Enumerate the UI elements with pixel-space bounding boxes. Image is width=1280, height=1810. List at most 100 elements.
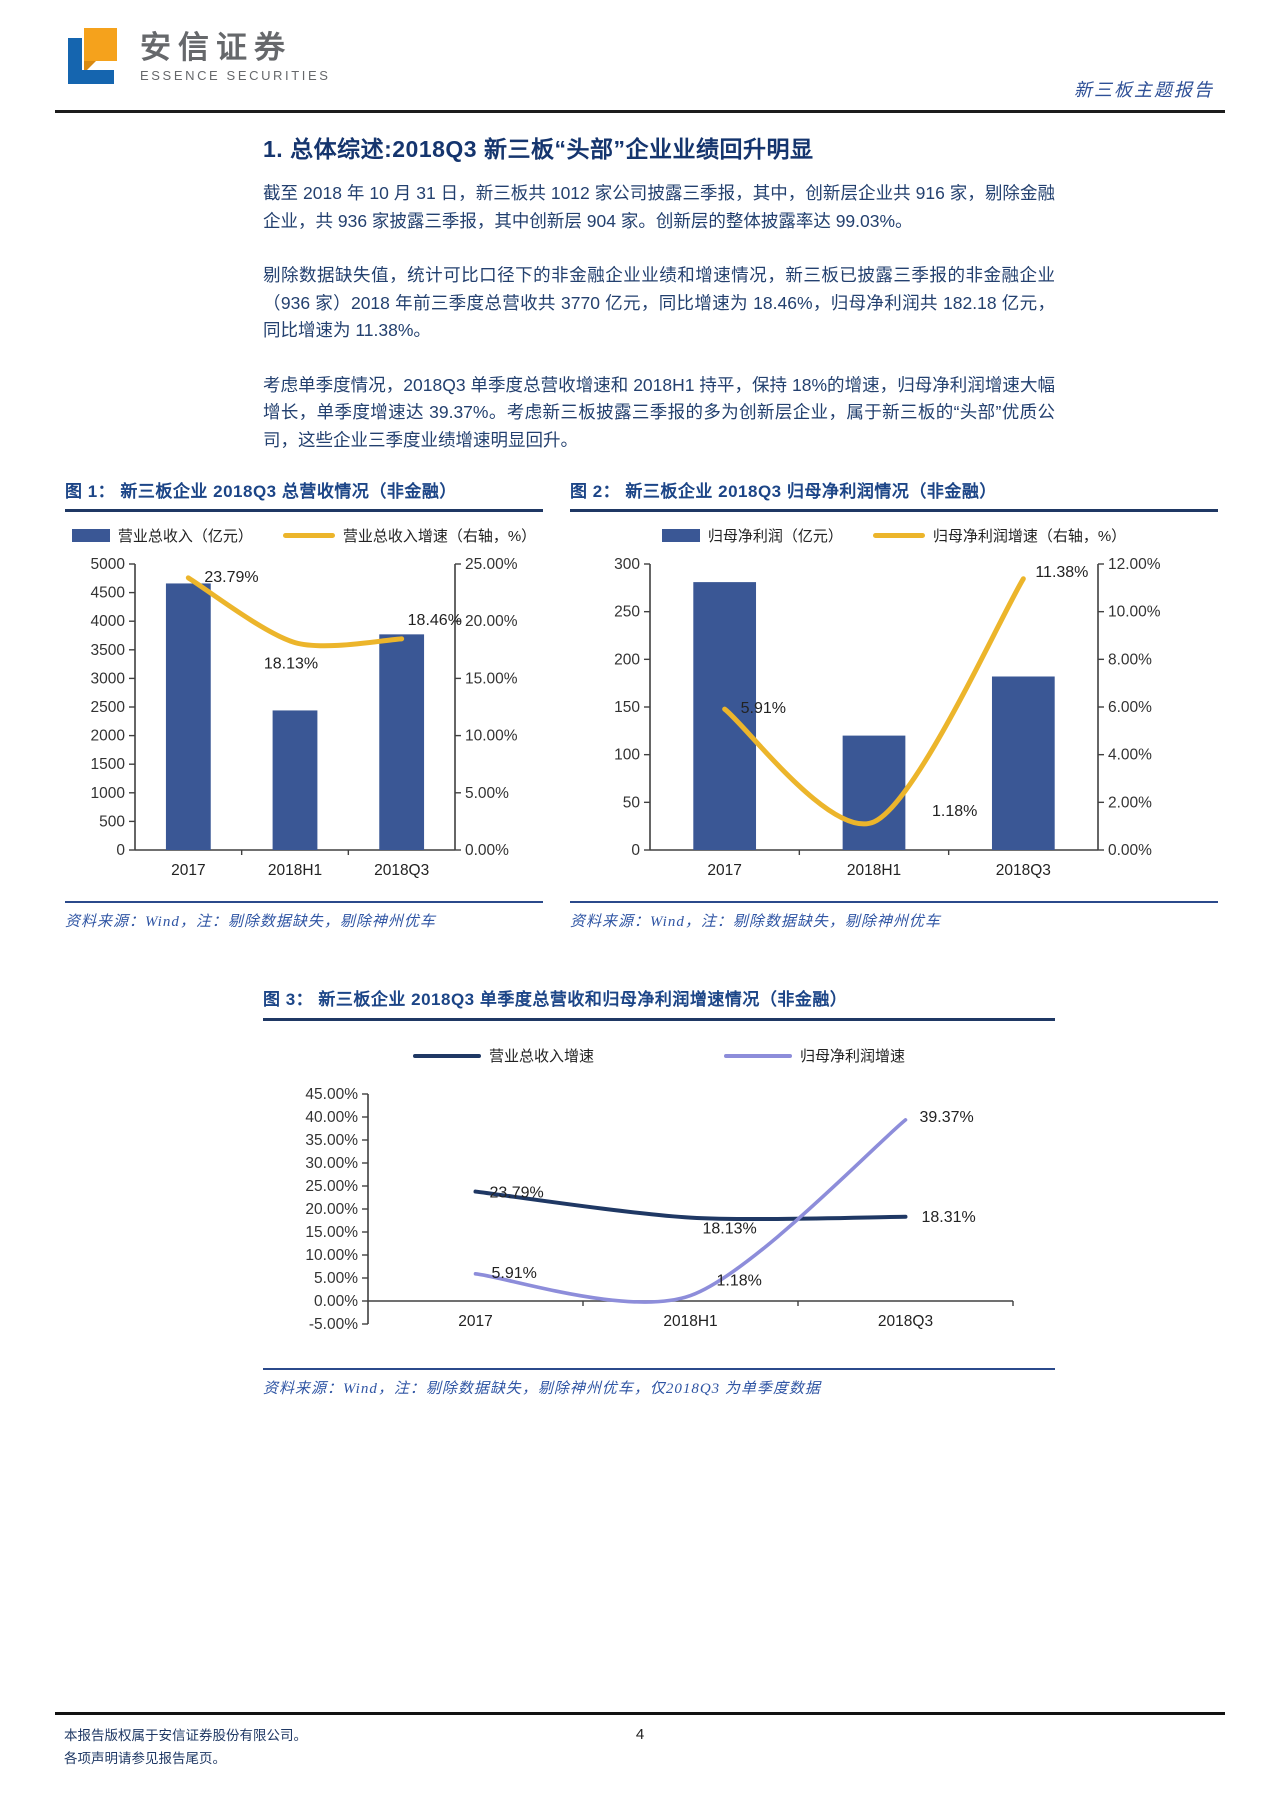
svg-text:30.00%: 30.00% [305,1155,358,1172]
svg-text:3500: 3500 [91,642,126,659]
figure-2: 图 2： 新三板企业 2018Q3 归母净利润情况（非金融） 归母净利润（亿元）… [570,477,1218,931]
figure-2-chart: 0 50 100 150 200 250 300 0.00% 2.00% 4.00% 6.00% 8.… [614,556,1161,879]
svg-text:20.00%: 20.00% [305,1201,358,1218]
figure-3-source: 资料来源：Wind，注：剔除数据缺失，剔除神州优车，仅2018Q3 为单季度数据 [263,1368,1055,1398]
svg-text:10.00%: 10.00% [305,1247,358,1264]
legend-label: 营业总收入（亿元） [117,528,253,545]
legend-item: 营业总收入（亿元） [71,525,253,546]
svg-text:18.13%: 18.13% [264,656,318,673]
footer-disclaimer-line-2: 各项声明请参见报告尾页。 [64,1751,226,1766]
report-type-label: 新三板主题报告 [1074,80,1214,100]
svg-text:18.46%: 18.46% [408,612,462,629]
svg-text:0: 0 [631,842,640,859]
svg-text:18.13%: 18.13% [703,1221,757,1238]
svg-text:100: 100 [614,747,640,764]
svg-text:20.00%: 20.00% [465,613,518,630]
svg-text:39.37%: 39.37% [920,1109,974,1126]
svg-text:2018H1: 2018H1 [268,862,322,879]
svg-text:10.00%: 10.00% [465,728,518,745]
svg-text:11.38%: 11.38% [1035,564,1088,581]
footer-divider [55,1712,1225,1715]
svg-text:1500: 1500 [91,756,126,773]
svg-text:150: 150 [614,699,640,716]
svg-text:2018Q3: 2018Q3 [878,1313,933,1330]
brand-name-en: ESSENCE SECURITIES [140,68,331,83]
svg-text:18.31%: 18.31% [922,1209,976,1226]
svg-text:1.18%: 1.18% [717,1273,762,1290]
line-series [185,575,405,649]
svg-text:35.00%: 35.00% [305,1132,358,1149]
svg-text:2017: 2017 [171,862,205,879]
figure-1-legend: 营业总收入（亿元） 营业总收入增速（右轴，%） [65,525,543,546]
figure-3-chart: -5.00% 0.00% 5.00% 10.00% 15.00% 20.00% 25.00%… [305,1086,1014,1333]
svg-text:5000: 5000 [91,556,126,573]
line-series [473,1189,908,1222]
figure-2-title: 图 2： 新三板企业 2018Q3 归母净利润情况（非金融） [570,477,1218,512]
paragraph-3: 考虑单季度情况，2018Q3 单季度总营收增速和 2018H1 持平，保持 18… [263,374,1055,450]
svg-text:10.00%: 10.00% [1108,604,1161,621]
bar-series-swatch-icon [71,529,110,542]
line-series-swatch-icon [724,1053,792,1058]
svg-text:4.00%: 4.00% [1108,747,1152,764]
svg-text:2018H1: 2018H1 [663,1313,717,1330]
line-series [473,1118,908,1304]
svg-text:15.00%: 15.00% [465,670,518,687]
svg-text:4000: 4000 [91,613,126,630]
header-divider [55,110,1225,113]
svg-text:45.00%: 45.00% [305,1086,358,1103]
svg-text:6.00%: 6.00% [1108,699,1152,716]
line-series [722,576,1026,827]
svg-text:300: 300 [614,556,640,573]
figure-1-title: 图 1： 新三板企业 2018Q3 总营收情况（非金融） [65,477,543,512]
svg-text:2018Q3: 2018Q3 [996,862,1051,879]
legend-label: 归母净利润（亿元） [707,528,843,545]
essence-securities-logo: 安信证券 ESSENCE SECURITIES [64,26,331,88]
figure-1-source: 资料来源：Wind，注：剔除数据缺失，剔除神州优车 [65,901,543,931]
line-series-swatch-icon [872,533,925,538]
svg-text:0.00%: 0.00% [314,1293,358,1310]
essence-cube-logo-icon [68,28,117,84]
svg-text:25.00%: 25.00% [305,1178,358,1195]
svg-text:250: 250 [614,604,640,621]
bar [272,710,318,850]
svg-text:5.00%: 5.00% [465,785,509,802]
svg-text:3000: 3000 [91,670,126,687]
svg-text:2500: 2500 [91,699,126,716]
figure-3: 图 3： 新三板企业 2018Q3 单季度总营收和归母净利润增速情况（非金融） … [263,985,1055,1398]
svg-text:2018Q3: 2018Q3 [374,862,429,879]
figure-3-title: 图 3： 新三板企业 2018Q3 单季度总营收和归母净利润增速情况（非金融） [263,985,1055,1021]
svg-text:23.79%: 23.79% [204,569,258,586]
bar [842,735,906,850]
bar-series-swatch-icon [661,529,700,542]
legend-item: 营业总收入增速 [412,1045,594,1066]
svg-text:500: 500 [99,813,125,830]
svg-text:2017: 2017 [707,862,741,879]
svg-text:2018H1: 2018H1 [847,862,901,879]
bar [693,582,757,850]
legend-label: 营业总收入增速（右轴，%） [342,528,537,545]
svg-text:23.79%: 23.79% [490,1185,544,1202]
legend-item: 归母净利润增速（右轴，%） [872,525,1127,546]
figure-1-chart: 0 500 1000 1500 2000 2500 3000 3500 4000 4500 5000… [91,556,518,879]
legend-item: 营业总收入增速（右轴，%） [282,525,537,546]
svg-text:0.00%: 0.00% [465,842,509,859]
svg-text:2000: 2000 [91,728,126,745]
svg-text:2.00%: 2.00% [1108,794,1152,811]
svg-text:2017: 2017 [458,1313,492,1330]
footer-disclaimer: 本报告版权属于安信证券股份有限公司。 各项声明请参见报告尾页。 [64,1724,307,1770]
svg-text:5.00%: 5.00% [314,1270,358,1287]
svg-text:0: 0 [116,842,125,859]
legend-label: 营业总收入增速 [488,1048,594,1065]
svg-text:1000: 1000 [91,785,126,802]
svg-text:12.00%: 12.00% [1108,556,1161,573]
svg-text:8.00%: 8.00% [1108,651,1152,668]
svg-text:4500: 4500 [91,585,126,602]
figure-2-source: 资料来源：Wind，注：剔除数据缺失，剔除神州优车 [570,901,1218,931]
svg-text:15.00%: 15.00% [305,1224,358,1241]
line-series-swatch-icon [412,1053,481,1058]
legend-label: 归母净利润增速（右轴，%） [932,528,1127,545]
legend-label: 归母净利润增速 [800,1048,906,1065]
figure-3-legend: 营业总收入增速 归母净利润增速 [263,1045,1055,1066]
svg-text:50: 50 [623,794,641,811]
